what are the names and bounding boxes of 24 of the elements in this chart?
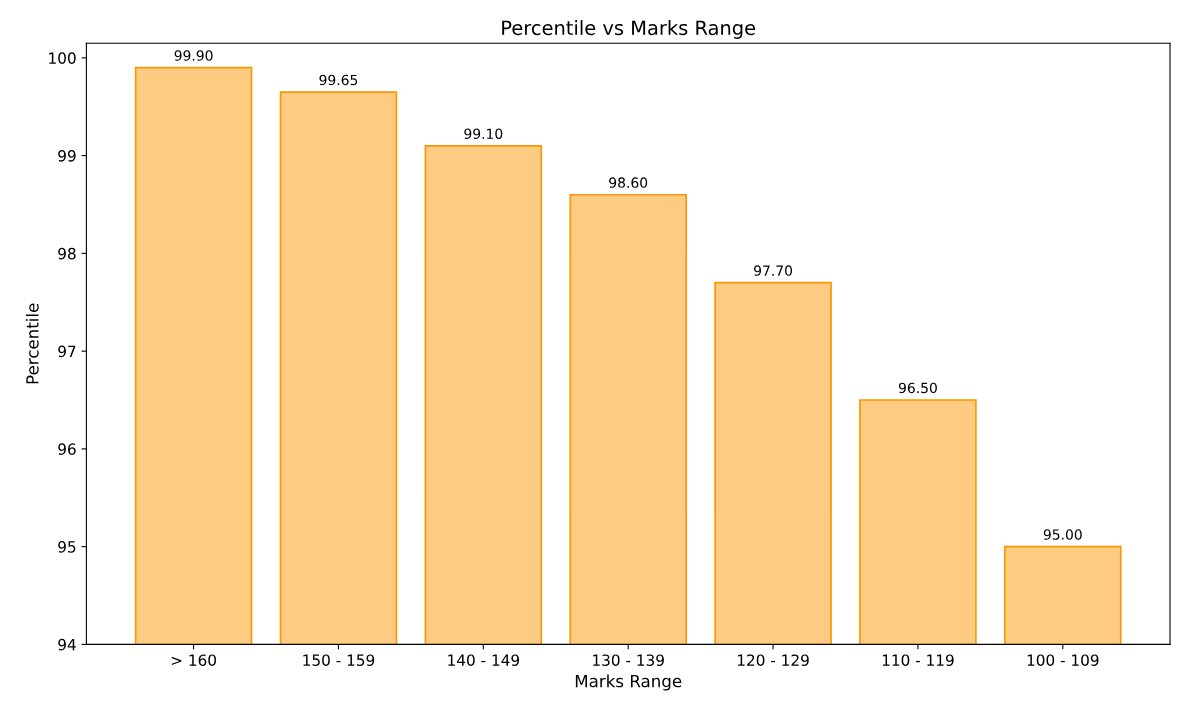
x-tick-label: 130 - 139 bbox=[593, 654, 664, 666]
text: 99.65 bbox=[319, 74, 358, 86]
chart-title: Percentile vs Marks Range bbox=[502, 20, 756, 39]
y-tick-label: 98 bbox=[58, 247, 76, 260]
y-tick-label: 95 bbox=[58, 541, 76, 553]
y-tick-label: 94 bbox=[58, 638, 76, 651]
x-axis-title: Marks Range bbox=[575, 674, 682, 691]
text: 99.10 bbox=[464, 128, 503, 139]
text: 95.00 bbox=[1043, 529, 1082, 540]
x-tick-label: 150 - 159 bbox=[303, 654, 375, 666]
text: 98.60 bbox=[609, 177, 648, 188]
text: 99.90 bbox=[174, 50, 213, 61]
y-tick-label: 96 bbox=[58, 443, 76, 455]
x-tick-label: > 160 bbox=[171, 654, 216, 666]
y-axis-title: Percentile bbox=[25, 303, 39, 384]
y-tick-label: 100 bbox=[49, 52, 76, 64]
text: 96.50 bbox=[898, 382, 937, 394]
text: 97.70 bbox=[754, 265, 793, 276]
y-tick-label: 99 bbox=[58, 150, 76, 162]
y-tick-label: 97 bbox=[58, 345, 76, 358]
x-tick-label: 100 - 109 bbox=[1027, 654, 1099, 666]
x-tick-label: 110 - 119 bbox=[882, 654, 954, 666]
x-tick-label: 140 - 149 bbox=[448, 654, 520, 666]
x-tick-label: 120 - 129 bbox=[737, 654, 809, 666]
